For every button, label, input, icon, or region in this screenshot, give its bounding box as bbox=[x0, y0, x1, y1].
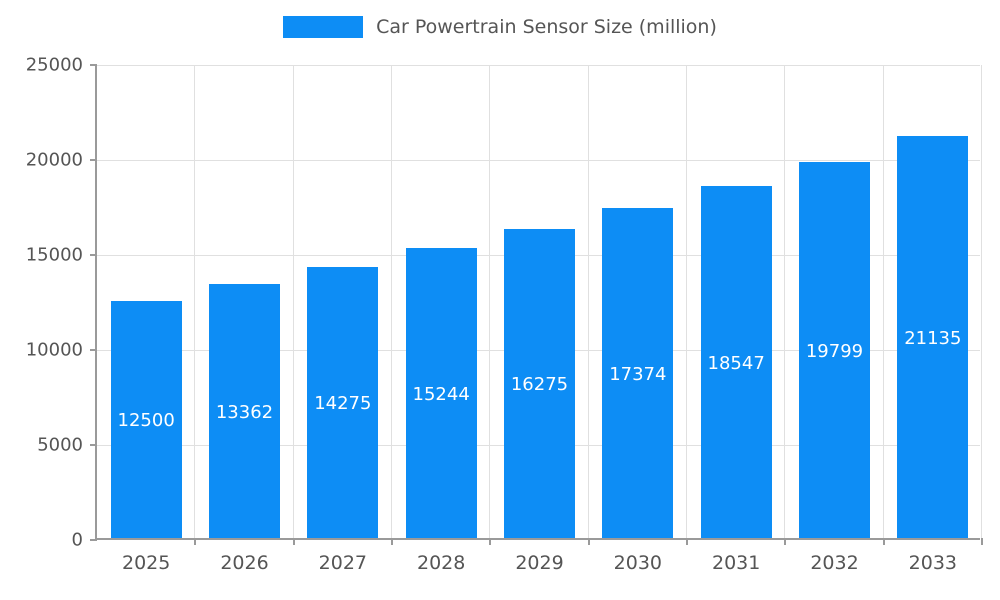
legend-swatch bbox=[283, 16, 364, 38]
x-axis-tick-label: 2031 bbox=[711, 552, 761, 574]
bar[interactable] bbox=[504, 228, 575, 538]
x-axis-tick-mark bbox=[391, 538, 393, 545]
bar[interactable] bbox=[110, 300, 182, 538]
y-axis-tick-mark bbox=[90, 444, 97, 446]
plot-area: 0 5000 10000 15000 20000 25000 12500 2025 13362 2… bbox=[26, 55, 983, 574]
y-axis-tick-label: 5000 bbox=[37, 434, 83, 456]
x-axis-tick-mark bbox=[981, 538, 983, 545]
y-axis-tick-label: 20000 bbox=[25, 149, 83, 171]
x-axis-tick-mark bbox=[292, 538, 295, 545]
y-axis-tick-mark bbox=[90, 64, 97, 66]
gridline-vertical bbox=[784, 65, 786, 538]
gridline-vertical bbox=[391, 65, 392, 538]
gridline-vertical bbox=[981, 65, 982, 538]
bar[interactable] bbox=[700, 185, 772, 538]
gridline-vertical bbox=[292, 65, 294, 538]
bar[interactable] bbox=[897, 136, 969, 538]
x-axis-tick-label: 2025 bbox=[121, 552, 171, 574]
x-axis-tick-mark bbox=[784, 538, 787, 545]
legend-label: Car Powertrain Sensor Size (million) bbox=[376, 16, 717, 38]
bar[interactable] bbox=[405, 248, 477, 538]
gridline-vertical bbox=[882, 65, 884, 538]
gridline-horizontal bbox=[97, 160, 980, 161]
x-axis-tick-label: 2032 bbox=[810, 552, 859, 574]
gridline-vertical bbox=[194, 65, 196, 538]
gridline-vertical bbox=[489, 65, 491, 538]
x-axis-tick-label: 2029 bbox=[515, 552, 564, 574]
x-axis-tick-label: 2033 bbox=[908, 552, 958, 574]
x-axis-tick-label: 2028 bbox=[416, 552, 466, 574]
y-axis-tick-label: 0 bbox=[71, 529, 83, 551]
y-axis-tick-label: 25000 bbox=[25, 54, 83, 76]
y-axis-tick-label: 15000 bbox=[25, 244, 83, 266]
y-axis-tick-mark bbox=[90, 539, 97, 541]
legend[interactable]: Car Powertrain Sensor Size (million) bbox=[0, 16, 1000, 38]
gridline-vertical bbox=[587, 65, 589, 538]
x-axis-tick-label: 2027 bbox=[318, 552, 368, 574]
bar[interactable] bbox=[799, 161, 870, 538]
x-axis-tick-mark bbox=[489, 538, 492, 545]
bar[interactable] bbox=[602, 207, 674, 538]
x-axis-tick-mark bbox=[882, 538, 885, 545]
gridline-horizontal bbox=[97, 65, 980, 66]
x-axis-tick-mark bbox=[587, 538, 590, 545]
x-axis-tick-mark bbox=[686, 538, 688, 545]
bar[interactable] bbox=[307, 266, 379, 538]
y-axis-tick-mark bbox=[90, 349, 97, 351]
x-axis-tick-mark bbox=[194, 538, 197, 545]
y-axis-tick-mark bbox=[90, 254, 97, 256]
y-axis-tick-label: 10000 bbox=[25, 339, 83, 361]
x-axis-tick-label: 2030 bbox=[613, 552, 663, 574]
gridline-vertical bbox=[686, 65, 687, 538]
bar[interactable] bbox=[209, 284, 280, 538]
x-axis-tick-label: 2026 bbox=[220, 552, 269, 574]
y-axis-tick-mark bbox=[90, 159, 97, 161]
